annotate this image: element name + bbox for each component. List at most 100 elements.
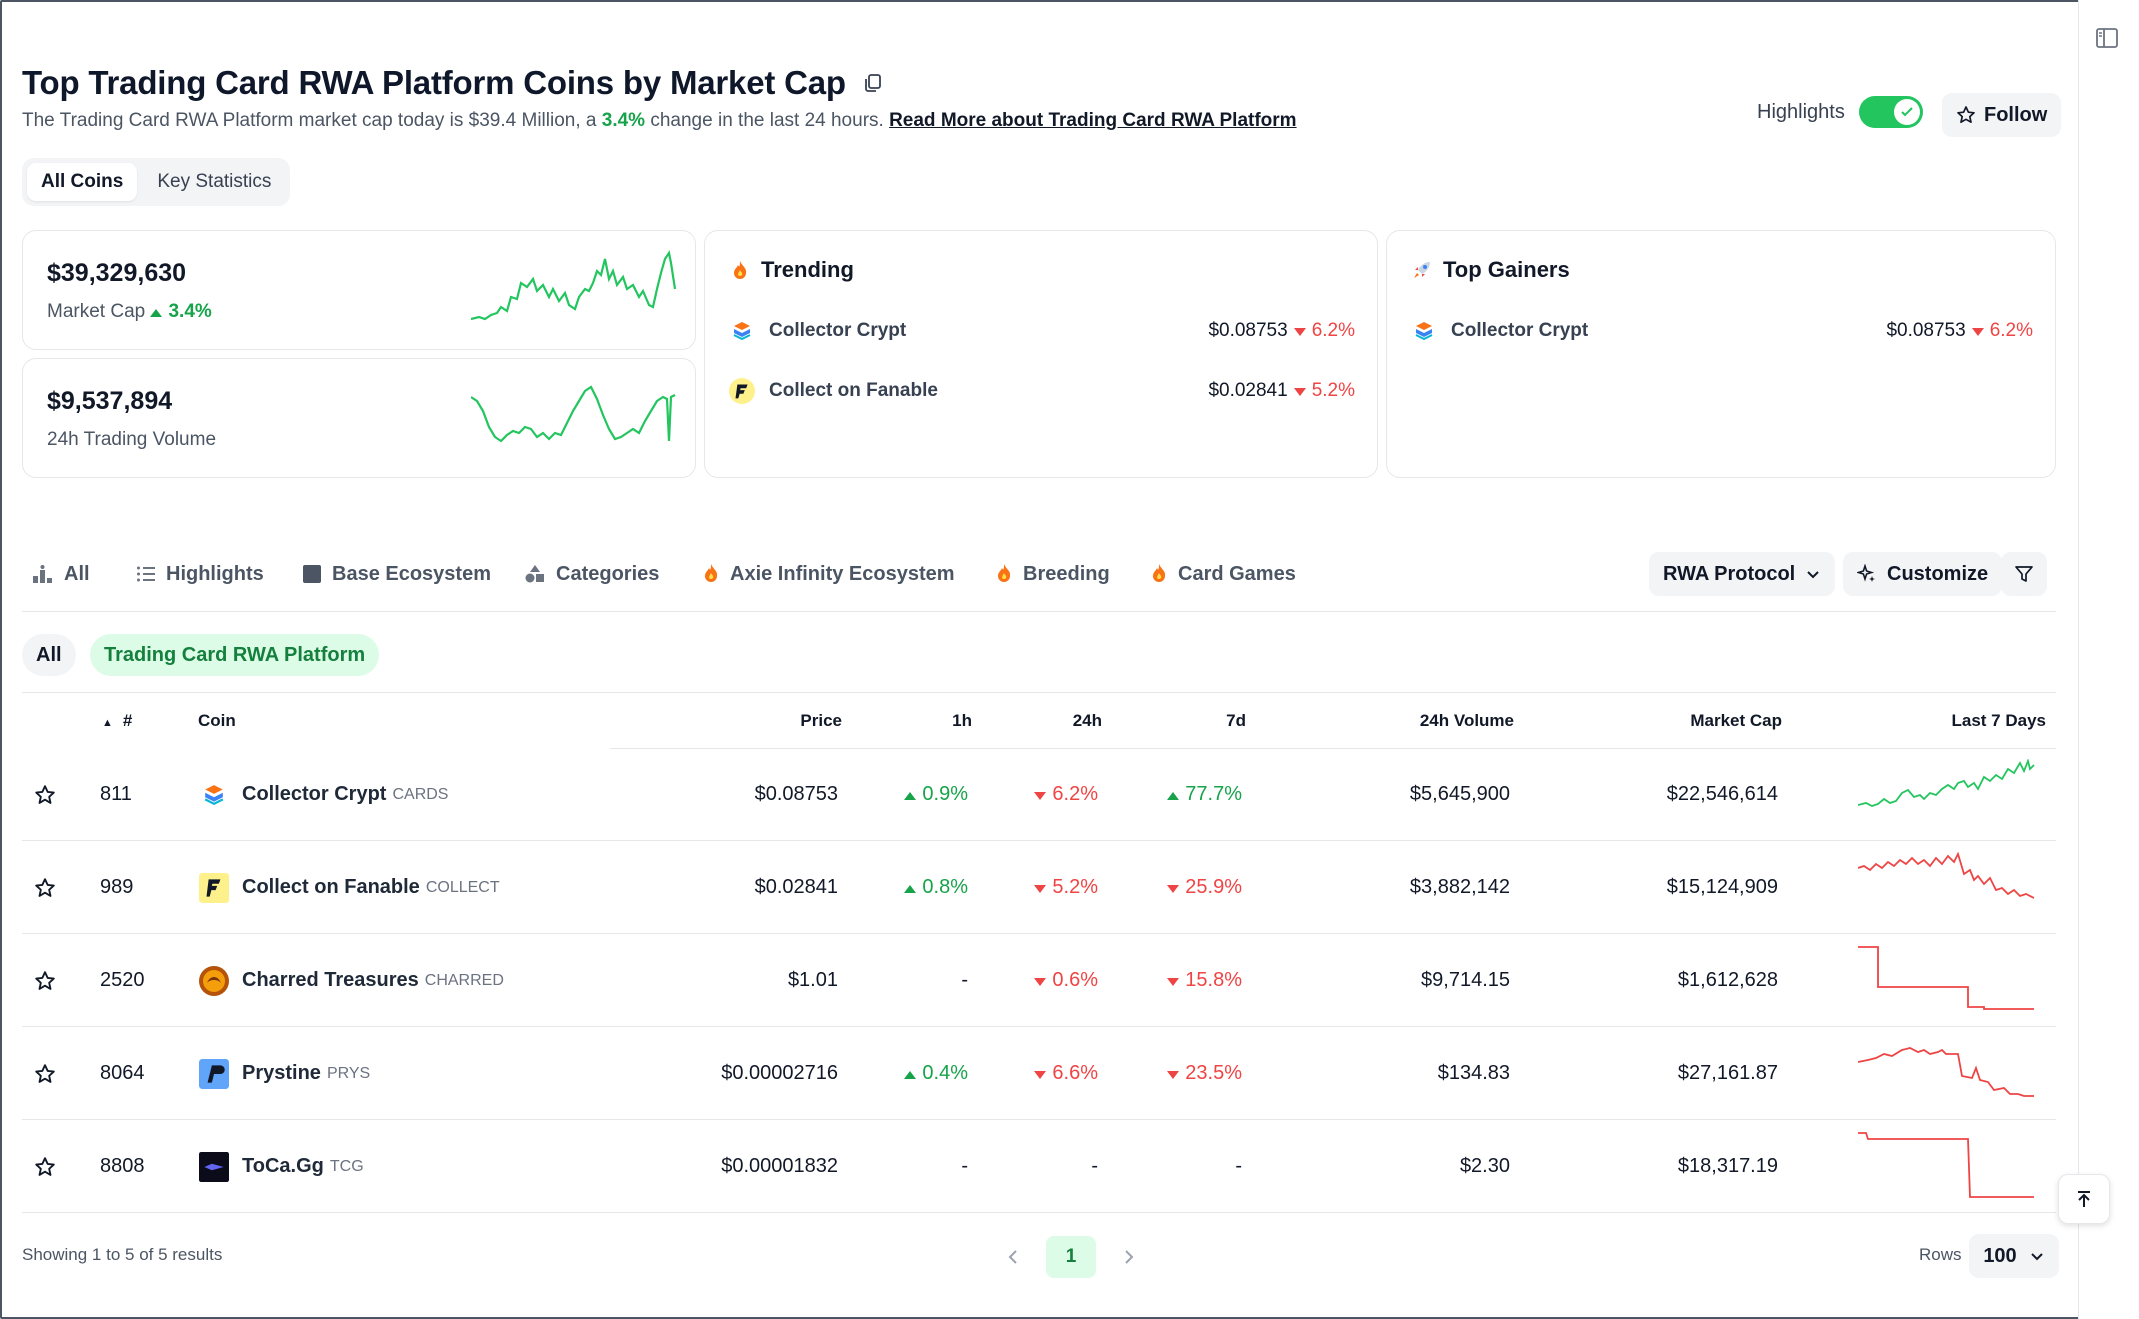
- coin-cell[interactable]: Charred Treasures CHARRED: [198, 934, 504, 1027]
- follow-label: Follow: [1984, 103, 2048, 126]
- chip-trading-card-rwa[interactable]: Trading Card RWA Platform: [90, 634, 380, 676]
- d7-cell: 15.8%: [1132, 934, 1242, 1027]
- d7-cell: 23.5%: [1132, 1027, 1242, 1120]
- category-tab-base-ecosystem[interactable]: Base Ecosystem: [302, 554, 491, 594]
- copy-icon[interactable]: [862, 72, 884, 94]
- volume-cell: $9,714.15: [1421, 969, 1510, 991]
- market-cap-cell: $1,612,628: [1677, 969, 1778, 991]
- filter-button[interactable]: [2001, 552, 2047, 596]
- category-label: Axie Infinity Ecosystem: [730, 562, 955, 585]
- highlights-toggle[interactable]: [1858, 96, 1923, 128]
- volume-cell: $2.30: [1459, 1155, 1510, 1177]
- h24-header[interactable]: 24h: [1072, 711, 1102, 730]
- follow-button[interactable]: Follow: [1942, 93, 2062, 137]
- favorite-star-button[interactable]: [34, 748, 56, 841]
- chevron-left-icon: [1008, 1250, 1017, 1264]
- trending-item-price: $0.08753: [1208, 320, 1288, 341]
- table-row[interactable]: 811 Collector Crypt CARDS $0.08753 0.9% 6.2% 7…: [22, 748, 2056, 841]
- tab-key-statistics[interactable]: Key Statistics: [157, 171, 272, 192]
- trending-item[interactable]: Collector Crypt $0.08753 6.2%: [729, 311, 1355, 351]
- table-row[interactable]: 8808 ToCa.Gg TCG $0.00001832 - - - $2.30 $18,317…: [22, 1120, 2056, 1213]
- coin-cell[interactable]: ToCa.Gg TCG: [198, 1120, 364, 1213]
- category-tab-axie-infinity[interactable]: Axie Infinity Ecosystem: [702, 554, 955, 594]
- rank-sort-header[interactable]: ▲ #: [102, 711, 132, 731]
- change-down: 0.6%: [1034, 969, 1098, 992]
- page-1-button[interactable]: 1: [1046, 1236, 1096, 1278]
- down-arrow-icon: [1034, 978, 1047, 986]
- category-tab-card-games[interactable]: Card Games: [1150, 554, 1296, 594]
- bar-chart-icon: [33, 565, 52, 583]
- sparkline-chart: [1858, 1046, 2034, 1097]
- gainer-item[interactable]: Collector Crypt $0.08753 6.2%: [1411, 311, 2033, 351]
- d7-cell: 77.7%: [1132, 748, 1242, 841]
- volume-header[interactable]: 24h Volume: [1419, 711, 1514, 730]
- table-row[interactable]: 2520 Charred Treasures CHARRED $1.01 - 0.6% 15…: [22, 934, 2056, 1027]
- chip-all[interactable]: All: [22, 634, 76, 676]
- table-row[interactable]: 989 Collect on Fanable COLLECT $0.02841 0.8%…: [22, 841, 2056, 934]
- market-cap-header[interactable]: Market Cap: [1690, 711, 1782, 730]
- favorite-star-button[interactable]: [34, 934, 56, 1027]
- category-tab-all[interactable]: All: [32, 554, 90, 594]
- coin-name: Charred Treasures: [242, 969, 419, 991]
- market-cap-sparkline: [471, 250, 677, 321]
- h1-cell: 0.9%: [868, 748, 968, 841]
- market-cap-value: $39,329,630: [47, 259, 187, 287]
- change-down: 23.5%: [1167, 1062, 1242, 1085]
- fanable-icon: [198, 872, 230, 904]
- rank-cell: 8808: [100, 1155, 145, 1177]
- h24-cell: 6.6%: [998, 1027, 1098, 1120]
- down-arrow-icon: [1034, 1071, 1047, 1079]
- rows-per-page-value: 100: [1983, 1244, 2017, 1267]
- summary-prefix: The Trading Card RWA Platform market cap…: [22, 110, 597, 131]
- collector-crypt-icon: [729, 318, 755, 344]
- customize-button[interactable]: Customize: [1843, 552, 2003, 596]
- prystine-icon: [198, 1058, 230, 1090]
- favorite-star-button[interactable]: [34, 1027, 56, 1120]
- next-page-button[interactable]: [1116, 1245, 1140, 1269]
- last-7-days-sparkline: [1858, 841, 2044, 934]
- change-up: 0.9%: [904, 783, 968, 806]
- coin-cell[interactable]: Prystine PRYS: [198, 1027, 370, 1120]
- arrow-up-to-line-icon: [2078, 1191, 2090, 1207]
- market-summary: The Trading Card RWA Platform market cap…: [22, 110, 1297, 132]
- table-row[interactable]: 8064 Prystine PRYS $0.00002716 0.4% 6.6% 23.5%…: [22, 1027, 2056, 1120]
- rows-per-page-select[interactable]: 100: [1969, 1234, 2059, 1278]
- rank-cell: 989: [100, 876, 134, 898]
- rwa-protocol-dropdown[interactable]: RWA Protocol: [1649, 552, 1836, 596]
- category-label: Breeding: [1023, 562, 1110, 585]
- gainer-item-name: Collector Crypt: [1451, 320, 1589, 341]
- category-tab-breeding[interactable]: Breeding: [995, 554, 1110, 594]
- list-icon: [137, 566, 155, 582]
- summary-change: 3.4%: [601, 110, 646, 131]
- results-summary: Showing 1 to 5 of 5 results: [22, 1245, 223, 1264]
- d7-cell: -: [1132, 1120, 1242, 1213]
- scroll-to-top-button[interactable]: [2058, 1174, 2110, 1224]
- trending-title: Trending: [761, 257, 854, 282]
- favorite-star-button[interactable]: [34, 1120, 56, 1213]
- h24-cell: -: [998, 1120, 1098, 1213]
- category-tab-highlights[interactable]: Highlights: [136, 554, 264, 594]
- change-up: 0.8%: [904, 876, 968, 899]
- favorite-star-button[interactable]: [34, 841, 56, 934]
- h1-header[interactable]: 1h: [952, 711, 972, 730]
- rwa-protocol-label: RWA Protocol: [1663, 562, 1796, 585]
- down-arrow-icon: [1034, 885, 1047, 893]
- category-tab-categories[interactable]: Categories: [524, 554, 659, 594]
- read-more-link[interactable]: Read More about Trading Card RWA Platfor…: [889, 110, 1297, 131]
- price-header[interactable]: Price: [800, 711, 842, 730]
- fanable-icon: [729, 378, 755, 404]
- top-gainers-title: Top Gainers: [1443, 257, 1570, 282]
- trending-item-change: 6.2%: [1293, 320, 1355, 342]
- d7-header[interactable]: 7d: [1226, 711, 1246, 730]
- volume-card: $9,537,894 24h Trading Volume: [22, 358, 696, 478]
- sidebar-panel-icon[interactable]: [2096, 28, 2118, 48]
- top-gainers-title-row: Top Gainers: [1411, 257, 1570, 283]
- tab-all-coins[interactable]: All Coins: [27, 163, 138, 201]
- trending-item[interactable]: Collect on Fanable $0.02841 5.2%: [729, 371, 1355, 411]
- coin-header[interactable]: Coin: [198, 711, 236, 730]
- sparkline-chart: [1858, 758, 2035, 807]
- market-cap-cell: $27,161.87: [1677, 1062, 1778, 1084]
- coin-cell[interactable]: Collector Crypt CARDS: [198, 748, 448, 841]
- coin-cell[interactable]: Collect on Fanable COLLECT: [198, 841, 500, 934]
- prev-page-button[interactable]: [1002, 1245, 1026, 1269]
